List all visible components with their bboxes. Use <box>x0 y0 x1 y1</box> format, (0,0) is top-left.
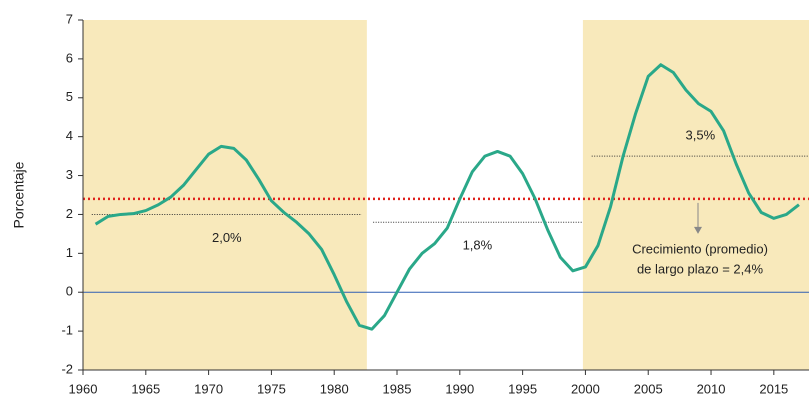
y-axis-label: Porcentaje <box>11 161 27 228</box>
x-tick-label: 1985 <box>383 381 412 396</box>
x-tick-label: 1970 <box>194 381 223 396</box>
x-tick-label: 2015 <box>759 381 788 396</box>
annotation-arrowhead <box>694 226 702 234</box>
y-tick-label: 4 <box>66 128 73 143</box>
annotation: de largo plazo = 2,4% <box>637 261 764 276</box>
y-tick-label: -1 <box>61 323 73 338</box>
y-tick-label: 5 <box>66 89 73 104</box>
y-tick-label: -2 <box>61 361 73 376</box>
y-tick-label: 2 <box>66 206 73 221</box>
annotation: Crecimiento (promedio) <box>632 241 768 256</box>
data-line <box>94 63 800 331</box>
y-tick-label: 7 <box>66 11 73 26</box>
shaded-period <box>83 20 367 370</box>
period-average-label: 1,8% <box>463 238 493 253</box>
y-tick-label: 3 <box>66 167 73 182</box>
y-tick-label: 1 <box>66 245 73 260</box>
shaded-period <box>582 20 809 370</box>
y-tick-label: 6 <box>66 50 73 65</box>
period-average-label: 2,0% <box>212 230 242 245</box>
y-tick-label: 0 <box>66 284 73 299</box>
x-tick-label: 1995 <box>508 381 537 396</box>
x-tick-label: 2005 <box>634 381 663 396</box>
x-tick-label: 1990 <box>445 381 474 396</box>
x-tick-label: 2010 <box>697 381 726 396</box>
x-tick-label: 1965 <box>131 381 160 396</box>
x-tick-label: 1975 <box>257 381 286 396</box>
period-average-label: 3,5% <box>686 128 716 143</box>
x-tick-label: 2000 <box>571 381 600 396</box>
x-tick-label: 1980 <box>320 381 349 396</box>
x-tick-label: 1960 <box>69 381 98 396</box>
